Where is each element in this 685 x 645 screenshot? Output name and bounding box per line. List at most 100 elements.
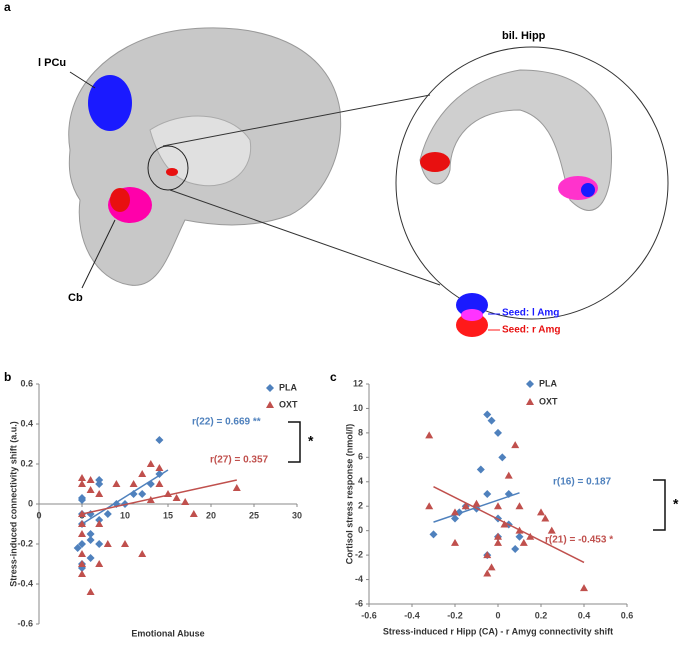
panel-label: c: [330, 370, 337, 384]
point: [86, 536, 95, 544]
point: [541, 514, 550, 522]
point: [86, 530, 95, 538]
bracket: [653, 479, 666, 531]
annotation: r(16) = 0.187: [553, 477, 612, 488]
point: [519, 538, 528, 546]
y-tick-label: 0.2: [20, 458, 33, 468]
point: [483, 490, 492, 498]
point: [86, 486, 95, 493]
y-tick-label: -0.4: [17, 578, 33, 588]
cb-blob-red: [110, 188, 130, 212]
legend-text: OXT: [539, 396, 558, 406]
point: [95, 476, 104, 484]
point: [78, 540, 86, 548]
y-tick-label: -4: [355, 574, 363, 584]
x-tick-label: 0.4: [578, 610, 591, 620]
point: [451, 508, 459, 516]
legend-marker: [266, 401, 274, 408]
point: [526, 532, 535, 540]
point: [95, 560, 104, 567]
legend-swatch: [461, 309, 483, 321]
point: [487, 416, 496, 425]
x-tick-label: 0.2: [535, 610, 548, 620]
point: [78, 530, 86, 537]
y-tick-label: 0: [28, 498, 33, 508]
point: [483, 410, 492, 419]
point: [580, 584, 588, 592]
point: [425, 431, 434, 439]
x-tick-label: 0: [495, 610, 500, 620]
point: [103, 510, 112, 518]
point: [537, 508, 545, 516]
point: [483, 551, 492, 559]
y-tick-label: -0.2: [17, 538, 33, 548]
point: [95, 490, 104, 497]
hippocampus: [419, 69, 612, 211]
significance: *: [308, 433, 314, 449]
hipp-blob: [581, 183, 595, 197]
zoom-circle-small: [147, 145, 189, 191]
fit-line: [81, 479, 237, 515]
y-tick-label: -2: [355, 549, 363, 559]
amg-blob: [166, 168, 178, 176]
region-label: bil. Hipp: [502, 30, 546, 42]
point: [498, 453, 507, 462]
point: [73, 544, 82, 552]
point: [494, 428, 502, 437]
point: [504, 471, 513, 479]
point: [461, 502, 470, 510]
region-label: l PCu: [38, 57, 66, 69]
pointer: [81, 219, 116, 289]
point: [500, 520, 509, 528]
region-label: Cb: [68, 292, 83, 304]
point: [78, 480, 86, 487]
point: [483, 569, 492, 577]
x-tick-label: 20: [206, 510, 216, 520]
point: [78, 474, 86, 481]
hipp-blob: [420, 152, 450, 172]
y-axis-label: Cortisol stress response (nmol/l): [344, 424, 354, 565]
y-axis-label: Stress-induced connectivity shift (a.u.): [8, 421, 18, 587]
x-tick-label: -0.6: [361, 610, 377, 620]
pointer: [69, 71, 96, 89]
point: [155, 480, 164, 487]
brain-panel: a l PCu Cb bil. Hipp Seed: l Amg Seed: r…: [4, 0, 669, 337]
point: [138, 470, 147, 477]
point: [232, 484, 241, 491]
point: [78, 560, 86, 567]
x-tick-label: 0.6: [621, 610, 634, 620]
point: [78, 520, 86, 527]
y-tick-label: -0.6: [17, 618, 33, 628]
y-tick-label: 0.4: [20, 418, 33, 428]
x-tick-label: -0.4: [404, 610, 420, 620]
point: [86, 476, 95, 483]
point: [146, 460, 155, 467]
y-tick-label: 2: [358, 501, 363, 511]
y-tick-label: 0: [358, 525, 363, 535]
x-tick-label: -0.2: [447, 610, 463, 620]
x-tick-label: 15: [163, 510, 173, 520]
x-tick-label: 10: [120, 510, 130, 520]
point: [172, 494, 181, 501]
point: [181, 498, 190, 505]
point: [95, 520, 104, 527]
point: [155, 436, 164, 444]
point: [86, 588, 95, 595]
zoom-line: [169, 189, 441, 286]
point: [138, 550, 147, 557]
point: [487, 563, 496, 571]
point: [494, 532, 502, 540]
annotation: r(27) = 0.357: [210, 455, 269, 466]
point: [78, 494, 86, 502]
point: [511, 545, 520, 553]
x-axis-label: Emotional Abuse: [131, 628, 204, 638]
point: [547, 526, 556, 534]
pcu-blob: [88, 75, 132, 131]
point: [129, 480, 138, 487]
point: [78, 570, 86, 577]
legend-marker: [526, 380, 534, 388]
point: [95, 540, 104, 548]
y-tick-label: 6: [358, 452, 363, 462]
point: [451, 538, 459, 546]
